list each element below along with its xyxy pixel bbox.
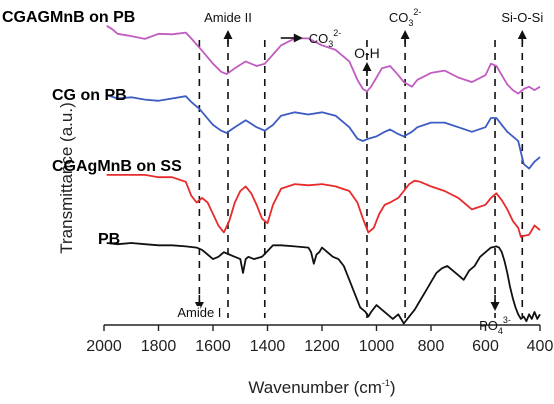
arrow-head-amide-ii [223,30,233,39]
arrow-head-amide-i [194,302,204,311]
annotation-oh: O-H [354,45,380,61]
annotation-carbonate-2: CO32- [389,7,422,28]
annotation-si-o-si: Si-O-Si [501,10,543,25]
arrow-head-oh [362,62,372,71]
plot-area: 2000 1800 1600 1400 1200 1000 800 600 400 Amide … [86,7,553,355]
arrow-head-si-o-si [517,30,527,39]
y-axis-title: Transmittance (a.u.) [57,102,76,253]
series-label-cg-pb: CG on PB [52,87,127,104]
x-tick-label-600: 600 [472,338,499,355]
annotation-amide-ii: Amide II [204,10,252,25]
x-axis-title-main: Wavenumber (cm [248,378,382,397]
x-tick-label-1400: 1400 [250,338,286,355]
peak-annotations: Amide II CO32- O-H CO32- Si-O-Si Amide I PO43- [176,7,544,336]
x-tick-label-1000: 1000 [359,338,395,355]
x-axis-title: Wavenumber (cm-1) [248,378,395,397]
x-tick-label-1200: 1200 [304,338,340,355]
x-tick-label-1800: 1800 [141,338,177,355]
series-line-2 [106,173,541,238]
series-label-pb: PB [98,231,120,248]
x-axis-title-sup: -1 [382,378,390,388]
x-tick-label-800: 800 [418,338,445,355]
x-axis-title-close: ) [390,378,396,397]
arrow-head-phosphate [490,302,500,311]
x-tick-label-2000: 2000 [86,338,122,355]
annotation-phosphate: PO43- [479,315,511,336]
arrow-head-carbonate-2 [400,30,410,39]
x-axis-ticks: 2000 1800 1600 1400 1200 1000 800 600 400 [86,325,553,355]
annotation-amide-i: Amide I [177,305,221,320]
series-label-cgagmnb-pb: CGAGMnB on PB [2,9,135,26]
series-line-3 [106,242,541,325]
x-tick-label-400: 400 [527,338,554,355]
series-lines [106,25,541,325]
annotation-carbonate-1: CO32- [309,28,342,49]
x-tick-label-1600: 1600 [195,338,231,355]
series-line-0 [106,25,541,95]
arrow-head-carbonate-1 [293,33,303,43]
series-label-cgagmnb-ss: CGAgMnB on SS [52,158,182,175]
series-line-1 [106,94,541,170]
